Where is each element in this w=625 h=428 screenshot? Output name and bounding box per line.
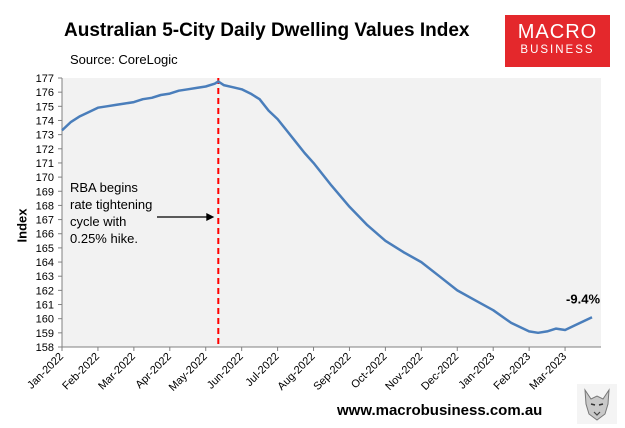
- x-tick-label: Jun-2022: [205, 351, 246, 392]
- macrobusiness-logo: MACRO BUSINESS: [505, 15, 610, 67]
- y-tick-label: 161: [36, 300, 54, 312]
- y-tick-label: 162: [36, 285, 54, 297]
- y-tick-label: 176: [36, 87, 54, 99]
- x-tick-label: Mar-2023: [527, 351, 569, 393]
- x-tick-label: Sep-2022: [311, 351, 353, 393]
- y-tick-label: 167: [36, 215, 54, 227]
- y-tick-label: 163: [36, 271, 54, 283]
- x-tick-label: Jan-2022: [25, 351, 66, 392]
- y-tick-label: 168: [36, 200, 54, 212]
- annotations: RBA begins rate tightening cycle with 0.25%…: [70, 180, 600, 306]
- wolf-logo-icon: [577, 384, 617, 424]
- y-tick-label: 173: [36, 130, 54, 142]
- y-tick-label: 177: [36, 73, 54, 85]
- x-tick-label: May-2022: [167, 351, 210, 394]
- x-tick-label: Feb-2022: [60, 351, 102, 393]
- y-tick-label: 160: [36, 314, 54, 326]
- y-tick-label: 175: [36, 101, 54, 113]
- x-tick-label: Dec-2022: [419, 351, 461, 393]
- x-tick-label: Jan-2023: [456, 351, 497, 392]
- y-tick-label: 170: [36, 172, 54, 184]
- x-tick-label: Aug-2022: [275, 351, 317, 393]
- y-tick-label: 165: [36, 243, 54, 255]
- y-tick-label: 174: [36, 115, 54, 127]
- plot-area: [62, 78, 601, 347]
- logo-line-1: MACRO: [517, 21, 598, 43]
- y-tick-label: 169: [36, 186, 54, 198]
- y-tick-label: 164: [36, 257, 54, 269]
- chart-title: Australian 5-City Daily Dwelling Values …: [64, 20, 470, 41]
- website-url[interactable]: www.macrobusiness.com.au: [337, 402, 543, 419]
- rba-annotation: RBA begins rate tightening cycle with 0.25%…: [70, 180, 152, 246]
- x-axis: Jan-2022Feb-2022Mar-2022Apr-2022May-2022…: [25, 346, 601, 394]
- y-tick-label: 159: [36, 328, 54, 340]
- chart-source: Source: CoreLogic: [70, 52, 178, 67]
- x-tick-label: Mar-2022: [96, 351, 138, 393]
- x-tick-label: Nov-2022: [383, 351, 425, 393]
- y-tick-label: 172: [36, 144, 54, 156]
- change-label: -9.4%: [566, 291, 600, 306]
- annotation-arrowhead: [206, 213, 215, 221]
- y-tick-label: 166: [36, 229, 54, 241]
- x-tick-label: Feb-2023: [491, 351, 533, 393]
- series-line-dwelling-index: [61, 80, 593, 335]
- y-tick-label: 171: [36, 158, 54, 170]
- logo-line-2: BUSINESS: [520, 44, 595, 56]
- y-tick-label: 158: [36, 342, 54, 354]
- y-axis: 158 159 160 161 162 163 164 165 166 167 168 169 170 1…: [36, 73, 63, 354]
